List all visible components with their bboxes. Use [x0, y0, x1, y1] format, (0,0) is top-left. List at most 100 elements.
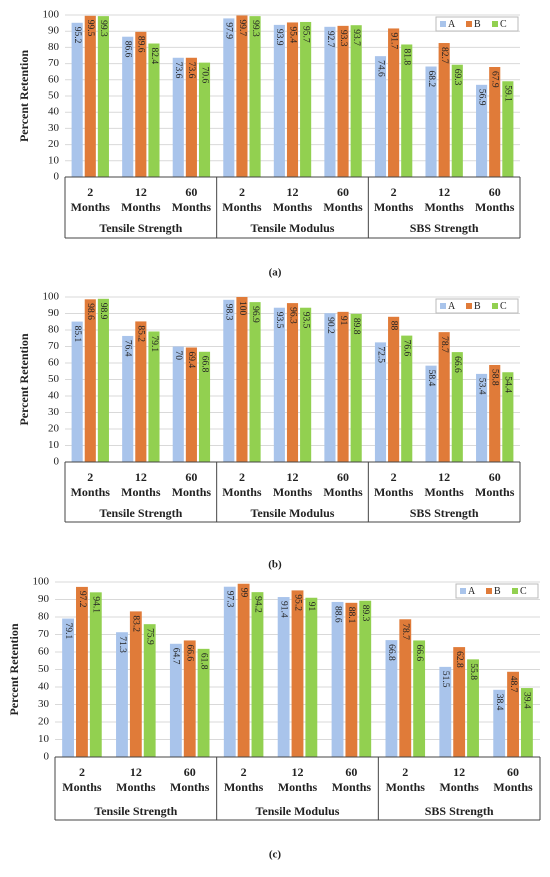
legend-label: C — [500, 19, 507, 30]
y-axis-label: Percent Retention — [17, 333, 31, 425]
y-tick-label: 60 — [38, 646, 50, 658]
y-axis-label: Percent Retention — [17, 50, 31, 142]
bar — [197, 648, 210, 757]
x-tick-label: 12 Months — [424, 185, 464, 214]
data-label: 88.6 — [332, 606, 342, 623]
x-tick-line: 12 — [438, 185, 450, 199]
x-tick-line: 12 — [130, 765, 142, 779]
x-tick-line: 2 — [239, 185, 245, 199]
data-label: 88.1 — [346, 607, 356, 624]
data-label: 89.6 — [136, 36, 146, 53]
legend-label: B — [494, 586, 501, 597]
data-label: 93.7 — [351, 29, 361, 46]
data-label: 54.4 — [503, 376, 513, 393]
x-tick-label: 12 Months — [121, 185, 161, 214]
y-tick-label: 10 — [38, 733, 50, 745]
y-tick-label: 0 — [54, 171, 60, 183]
y-tick-label: 30 — [48, 406, 60, 418]
x-tick-line: Months — [439, 780, 479, 794]
group-label: SBS Strength — [410, 221, 479, 235]
x-tick-line: Months — [222, 200, 262, 214]
legend-box — [435, 16, 519, 32]
data-label: 91.7 — [388, 32, 398, 49]
legend-swatch — [466, 21, 472, 27]
bar — [413, 640, 426, 757]
bar — [401, 335, 413, 462]
data-label: 92.7 — [325, 31, 335, 48]
x-tick-label: 60 Months — [172, 185, 212, 214]
bar — [374, 56, 387, 178]
bar — [350, 25, 362, 178]
bar — [89, 592, 102, 757]
x-tick-label: 2 Months — [71, 470, 111, 499]
data-label: 48.7 — [508, 676, 518, 693]
bar — [467, 659, 479, 757]
data-label: 53.4 — [476, 378, 486, 395]
y-tick-label: 70 — [48, 57, 60, 69]
x-tick-label: 2 Months — [222, 470, 262, 499]
data-label: 81.8 — [402, 48, 412, 65]
data-label: 78.7 — [439, 336, 449, 353]
x-tick-line: Months — [323, 485, 363, 499]
y-tick-label: 60 — [48, 73, 60, 85]
x-tick-line: 2 — [241, 765, 247, 779]
data-label: 62.8 — [454, 651, 464, 668]
bar — [249, 302, 261, 462]
y-tick-label: 80 — [48, 41, 60, 53]
data-label: 97.2 — [77, 591, 87, 608]
data-label: 38.4 — [494, 694, 504, 711]
group-label: Tensile Modulus — [251, 221, 335, 235]
bar — [97, 16, 109, 177]
data-label: 83.2 — [131, 615, 141, 632]
x-tick-line: Months — [71, 200, 111, 214]
bar — [520, 688, 533, 757]
x-tick-line: 60 — [489, 470, 501, 484]
legend-label: A — [448, 19, 456, 30]
data-label: 94.1 — [91, 596, 101, 613]
data-label: 98.9 — [98, 303, 108, 320]
legend-swatch — [512, 588, 518, 594]
data-label: 82.4 — [149, 48, 159, 65]
data-label: 88 — [388, 321, 398, 331]
x-tick-line: Months — [273, 200, 313, 214]
data-label: 89.8 — [351, 318, 361, 335]
data-label: 85.1 — [72, 326, 82, 343]
bar — [277, 597, 290, 757]
bar — [198, 62, 211, 177]
data-label: 66.6 — [414, 644, 424, 661]
x-tick-line: 2 — [391, 470, 397, 484]
bar — [223, 18, 235, 177]
data-label: 98.3 — [224, 304, 234, 321]
x-tick-line: Months — [116, 780, 156, 794]
bar — [425, 365, 437, 462]
bar — [507, 671, 519, 757]
y-tick-label: 50 — [38, 663, 50, 675]
bar — [350, 313, 362, 462]
bar — [148, 331, 160, 462]
bar — [451, 352, 463, 462]
group-label: Tensile Modulus — [256, 804, 340, 818]
data-label: 95.2 — [292, 594, 302, 611]
data-label: 58.4 — [426, 370, 436, 387]
y-tick-label: 20 — [38, 716, 50, 728]
x-tick-line: 2 — [239, 470, 245, 484]
x-tick-line: Months — [475, 485, 515, 499]
x-tick-line: 12 — [453, 765, 465, 779]
x-tick-line: Months — [222, 485, 262, 499]
legend-swatch — [460, 588, 466, 594]
x-tick-label: 60 Months — [332, 765, 372, 794]
data-label: 82.7 — [439, 47, 449, 64]
bar — [305, 597, 318, 757]
data-label: 70.6 — [199, 67, 209, 84]
data-label: 58.8 — [490, 369, 500, 386]
y-tick-label: 40 — [48, 106, 60, 118]
bar — [476, 373, 488, 462]
x-tick-line: Months — [71, 485, 111, 499]
bar — [300, 21, 312, 177]
x-tick-line: 12 — [135, 470, 147, 484]
x-tick-line: 12 — [292, 765, 304, 779]
group-label: SBS Strength — [425, 804, 494, 818]
data-label: 97.3 — [225, 591, 235, 608]
data-label: 93.5 — [274, 312, 284, 329]
